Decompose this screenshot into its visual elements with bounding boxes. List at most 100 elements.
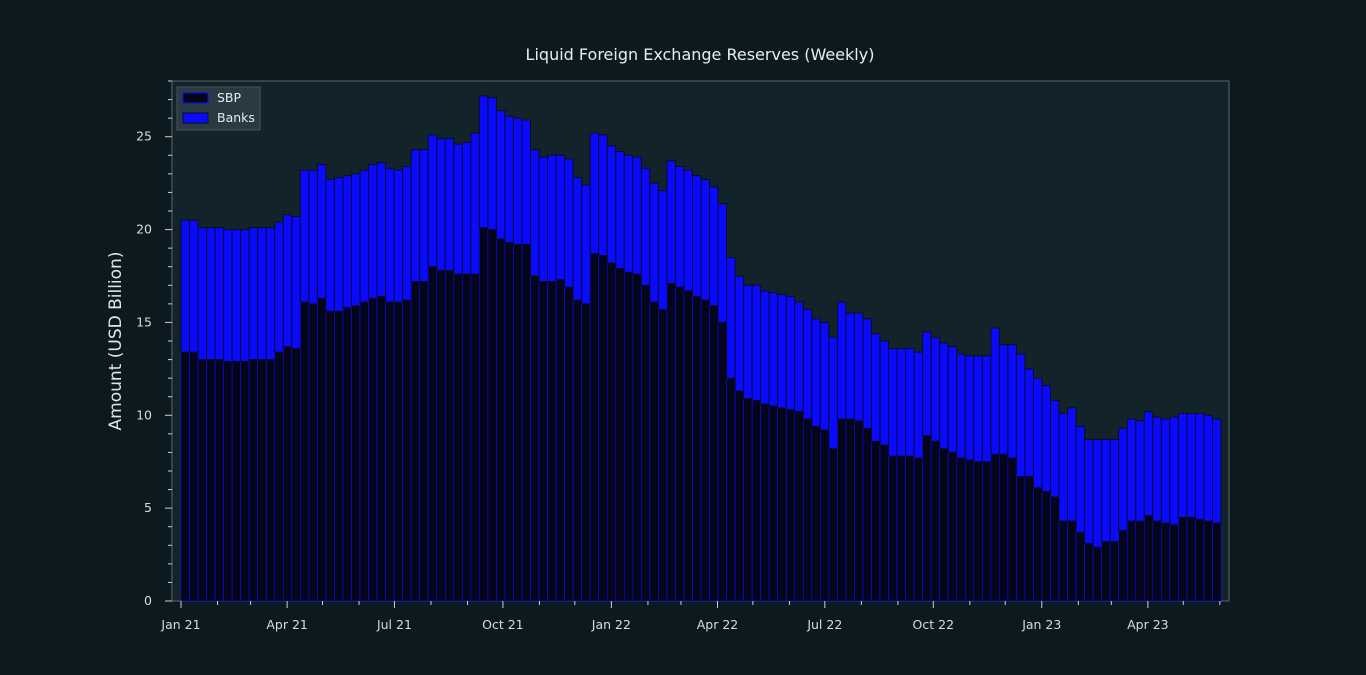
bar-sbp (1024, 476, 1034, 602)
bar-sbp (811, 426, 821, 602)
bar-sbp (589, 253, 599, 602)
bar-sbp (530, 275, 540, 602)
bar-banks (870, 333, 881, 442)
bar-sbp (947, 452, 958, 602)
bar-sbp (470, 273, 480, 602)
bar-banks (1169, 416, 1179, 526)
bar-banks (964, 355, 975, 461)
bar-banks (333, 177, 344, 312)
bar-sbp (1050, 496, 1060, 602)
bar-sbp (393, 301, 403, 602)
bar-banks (180, 219, 191, 353)
bar-sbp (802, 418, 813, 602)
bar-sbp (1007, 457, 1017, 602)
bar-banks (845, 312, 855, 420)
bar-sbp (206, 359, 216, 602)
bar-sbp (274, 351, 284, 602)
bar-sbp (317, 297, 327, 602)
bar-banks (615, 151, 625, 270)
axes-layer: 0 5 10 15 20 25 Jan 21 Apr 21 Jul 21 Oct 21 Jan 22… (136, 80, 1221, 632)
bar-sbp (606, 262, 617, 602)
bar-banks (1152, 416, 1162, 522)
bar-sbp (189, 351, 199, 602)
bar-sbp (964, 459, 975, 602)
bar-banks (1092, 438, 1103, 548)
bar-banks (947, 346, 958, 453)
bar-sbp (248, 359, 259, 602)
bar-sbp (828, 448, 838, 602)
bar-banks (1109, 438, 1120, 543)
bar-sbp (223, 361, 233, 602)
bar-sbp (1161, 522, 1171, 602)
bar-banks (342, 175, 352, 309)
bar-banks (632, 156, 642, 275)
bar-banks (325, 178, 335, 312)
bar-sbp (487, 229, 497, 602)
legend-swatch-sbp (182, 92, 209, 104)
bar-sbp (692, 296, 702, 602)
bar-sbp (905, 455, 915, 602)
bar-sbp (419, 281, 429, 602)
bar-banks (998, 344, 1009, 455)
bar-sbp (641, 284, 651, 602)
bar-sbp (1084, 543, 1094, 602)
bar-banks (640, 167, 651, 286)
bar-banks (683, 169, 693, 292)
x-tick-label: Jan 21 (160, 617, 200, 632)
bar-banks (274, 221, 284, 353)
bar-sbp (709, 305, 719, 602)
bar-sbp (240, 361, 250, 602)
bar-banks (922, 331, 932, 437)
bar-banks (802, 308, 813, 420)
bar-sbp (1195, 518, 1205, 602)
bar-banks (717, 203, 728, 323)
bar-banks (1041, 385, 1051, 492)
bar-banks (1160, 418, 1171, 524)
bar-sbp (402, 299, 412, 602)
bar-sbp (1092, 546, 1102, 602)
bar-sbp (564, 286, 574, 602)
bar-sbp (888, 455, 898, 602)
bar-sbp (479, 227, 489, 602)
bar-sbp (496, 238, 506, 602)
bars-layer (180, 95, 1222, 602)
bar-sbp (837, 418, 847, 602)
bar-sbp (820, 429, 830, 602)
bar-banks (734, 275, 745, 392)
bar-banks (1177, 412, 1188, 518)
bar-banks (700, 178, 711, 301)
bar-sbp (1101, 541, 1111, 602)
legend-label-banks: Banks (217, 110, 255, 125)
bar-banks (896, 347, 907, 457)
bar-banks (1118, 427, 1128, 531)
bar-sbp (1203, 520, 1213, 602)
bar-sbp (956, 457, 966, 602)
bar-banks (206, 227, 216, 361)
bar-banks (828, 336, 838, 450)
bar-sbp (197, 359, 207, 602)
bar-banks (197, 227, 208, 361)
bar-banks (189, 219, 199, 353)
bar-sbp (436, 270, 446, 602)
bar-sbp (854, 420, 864, 602)
bar-banks (905, 347, 915, 457)
bar-sbp (726, 377, 736, 602)
bar-sbp (282, 346, 293, 602)
bar-sbp (862, 427, 872, 602)
bar-banks (649, 182, 659, 303)
bar-banks (768, 292, 779, 407)
bar-banks (1084, 438, 1094, 544)
bar-sbp (368, 297, 378, 602)
y-tick-label: 20 (136, 222, 152, 237)
bar-banks (359, 169, 370, 303)
y-tick-label: 10 (136, 407, 152, 422)
bar-banks (257, 227, 267, 361)
bar-sbp (675, 286, 685, 602)
bar-banks (1101, 438, 1111, 543)
bar-banks (1075, 425, 1086, 533)
bar-banks (572, 177, 583, 301)
bar-banks (547, 154, 557, 283)
bar-banks (419, 149, 429, 283)
bar-banks (240, 229, 250, 362)
